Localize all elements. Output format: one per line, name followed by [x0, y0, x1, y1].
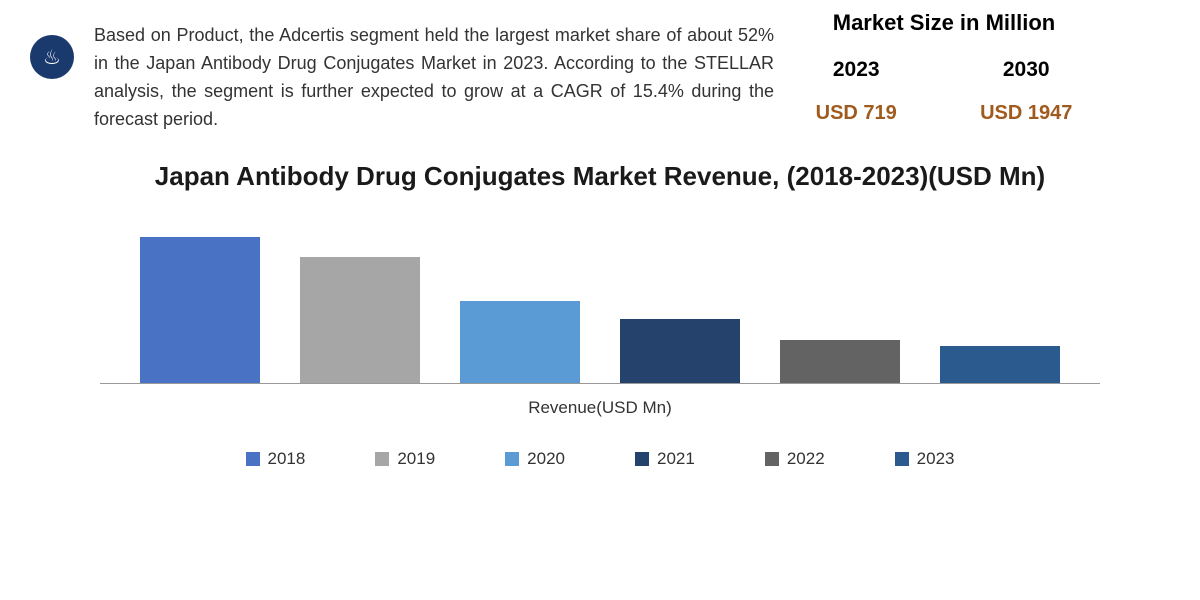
legend-item-2018: 2018 — [246, 449, 306, 469]
legend-item-2022: 2022 — [765, 449, 825, 469]
bars-container — [100, 224, 1100, 384]
legend-item-2023: 2023 — [895, 449, 955, 469]
highlight-icon-circle: ♨ — [30, 35, 74, 79]
bar-2022 — [780, 340, 900, 382]
description-text: Based on Product, the Adcertis segment h… — [94, 10, 774, 134]
legend-label-2022: 2022 — [787, 449, 825, 469]
chart-section: Japan Antibody Drug Conjugates Market Re… — [30, 159, 1170, 469]
bar-2018 — [140, 237, 260, 383]
legend-item-2021: 2021 — [635, 449, 695, 469]
legend-swatch-2020 — [505, 452, 519, 466]
x-axis-label: Revenue(USD Mn) — [100, 398, 1100, 418]
legend-label-2019: 2019 — [397, 449, 435, 469]
chart-legend: 2018 2019 2020 2021 2022 2023 — [30, 449, 1170, 469]
legend-swatch-2021 — [635, 452, 649, 466]
flame-icon: ♨ — [43, 45, 61, 70]
chart-area: Revenue(USD Mn) — [100, 224, 1100, 414]
legend-label-2023: 2023 — [917, 449, 955, 469]
legend-label-2021: 2021 — [657, 449, 695, 469]
bar-2023 — [940, 346, 1060, 383]
bar-2019 — [300, 257, 420, 383]
market-size-col-0: 2023 USD 719 — [816, 58, 897, 125]
value-label-1: USD 1947 — [980, 102, 1072, 125]
year-label-1: 2030 — [980, 58, 1072, 82]
legend-label-2018: 2018 — [268, 449, 306, 469]
legend-label-2020: 2020 — [527, 449, 565, 469]
legend-item-2019: 2019 — [375, 449, 435, 469]
market-size-block: Market Size in Million 2023 USD 719 2030… — [794, 10, 1104, 125]
legend-swatch-2022 — [765, 452, 779, 466]
year-label-0: 2023 — [816, 58, 897, 82]
legend-item-2020: 2020 — [505, 449, 565, 469]
legend-swatch-2019 — [375, 452, 389, 466]
legend-swatch-2023 — [895, 452, 909, 466]
value-label-0: USD 719 — [816, 102, 897, 125]
market-size-col-1: 2030 USD 1947 — [980, 58, 1072, 125]
legend-swatch-2018 — [246, 452, 260, 466]
market-size-title: Market Size in Million — [794, 10, 1094, 36]
chart-title: Japan Antibody Drug Conjugates Market Re… — [30, 159, 1170, 194]
bar-2021 — [620, 319, 740, 383]
top-section: ♨ Based on Product, the Adcertis segment… — [30, 0, 1170, 134]
bar-2020 — [460, 301, 580, 383]
market-size-row: 2023 USD 719 2030 USD 1947 — [794, 58, 1094, 125]
